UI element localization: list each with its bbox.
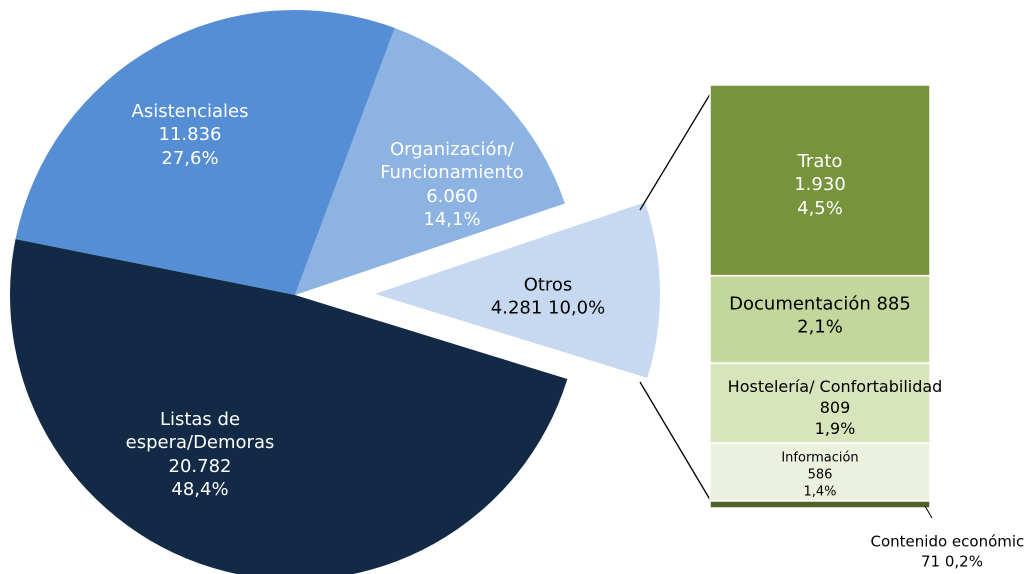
label-text: Información bbox=[781, 450, 859, 466]
pie-slice bbox=[374, 202, 660, 378]
label-text: Organización/ Funcionamiento bbox=[380, 139, 524, 184]
label-text: 1.930 bbox=[794, 174, 846, 196]
label-text: 10,0% bbox=[548, 298, 606, 319]
label-text: 586 bbox=[807, 467, 833, 483]
label-text: 6.060 bbox=[426, 186, 478, 207]
connector bbox=[639, 381, 716, 509]
label-text: 48,4% bbox=[171, 479, 229, 501]
label-text: 809 bbox=[819, 397, 851, 417]
data-label: Contenido económico 71 0,2% bbox=[867, 533, 1024, 572]
pie-slice bbox=[9, 239, 568, 574]
data-label: Asistenciales 11.836 27,6% bbox=[90, 100, 290, 170]
connector bbox=[639, 85, 716, 211]
label-text: Trato bbox=[797, 150, 843, 172]
label-text: 0,2% bbox=[944, 552, 983, 570]
data-label: Hostelería/ Confortabilidad 809 1,9% bbox=[705, 377, 965, 439]
bar-segment bbox=[709, 500, 931, 509]
data-label: Trato 1.930 4,5% bbox=[720, 150, 920, 220]
label-text: 27,6% bbox=[161, 147, 219, 169]
label-text: 1,4% bbox=[803, 484, 837, 500]
label-text: Listas de espera/Demoras bbox=[125, 409, 275, 454]
label-text: 4.281 bbox=[490, 298, 543, 319]
data-label: Documentación 885 2,1% bbox=[710, 293, 930, 340]
data-label: Listas de espera/Demoras 20.782 48,4% bbox=[120, 408, 280, 502]
pie-slice bbox=[295, 28, 565, 295]
bar-segment bbox=[709, 362, 931, 444]
data-label: Otros 4.281 10,0% bbox=[448, 274, 648, 321]
data-label: Información 586 1,4% bbox=[720, 451, 920, 502]
bar-segment bbox=[709, 442, 931, 502]
label-text: 71 bbox=[921, 552, 941, 570]
bar-segment bbox=[709, 274, 931, 364]
data-label: Organización/ Funcionamiento 6.060 14,1% bbox=[362, 138, 542, 232]
label-text: 1,9% bbox=[814, 418, 856, 438]
label-text: 20.782 bbox=[168, 456, 232, 477]
leader-line bbox=[924, 505, 933, 519]
label-text: Hostelería/ Confortabilidad bbox=[727, 376, 943, 396]
pie-slice bbox=[15, 9, 395, 296]
label-text: 2,1% bbox=[797, 317, 843, 338]
label-text: 14,1% bbox=[423, 209, 481, 231]
label-text: Contenido económico bbox=[870, 532, 1024, 551]
label-text: Documentación bbox=[729, 293, 871, 315]
label-text: Otros bbox=[523, 274, 573, 296]
label-text: 4,5% bbox=[797, 197, 843, 219]
label-text: 885 bbox=[876, 293, 911, 315]
label-text: 11.836 bbox=[158, 124, 222, 146]
label-text: Asistenciales bbox=[131, 100, 249, 122]
